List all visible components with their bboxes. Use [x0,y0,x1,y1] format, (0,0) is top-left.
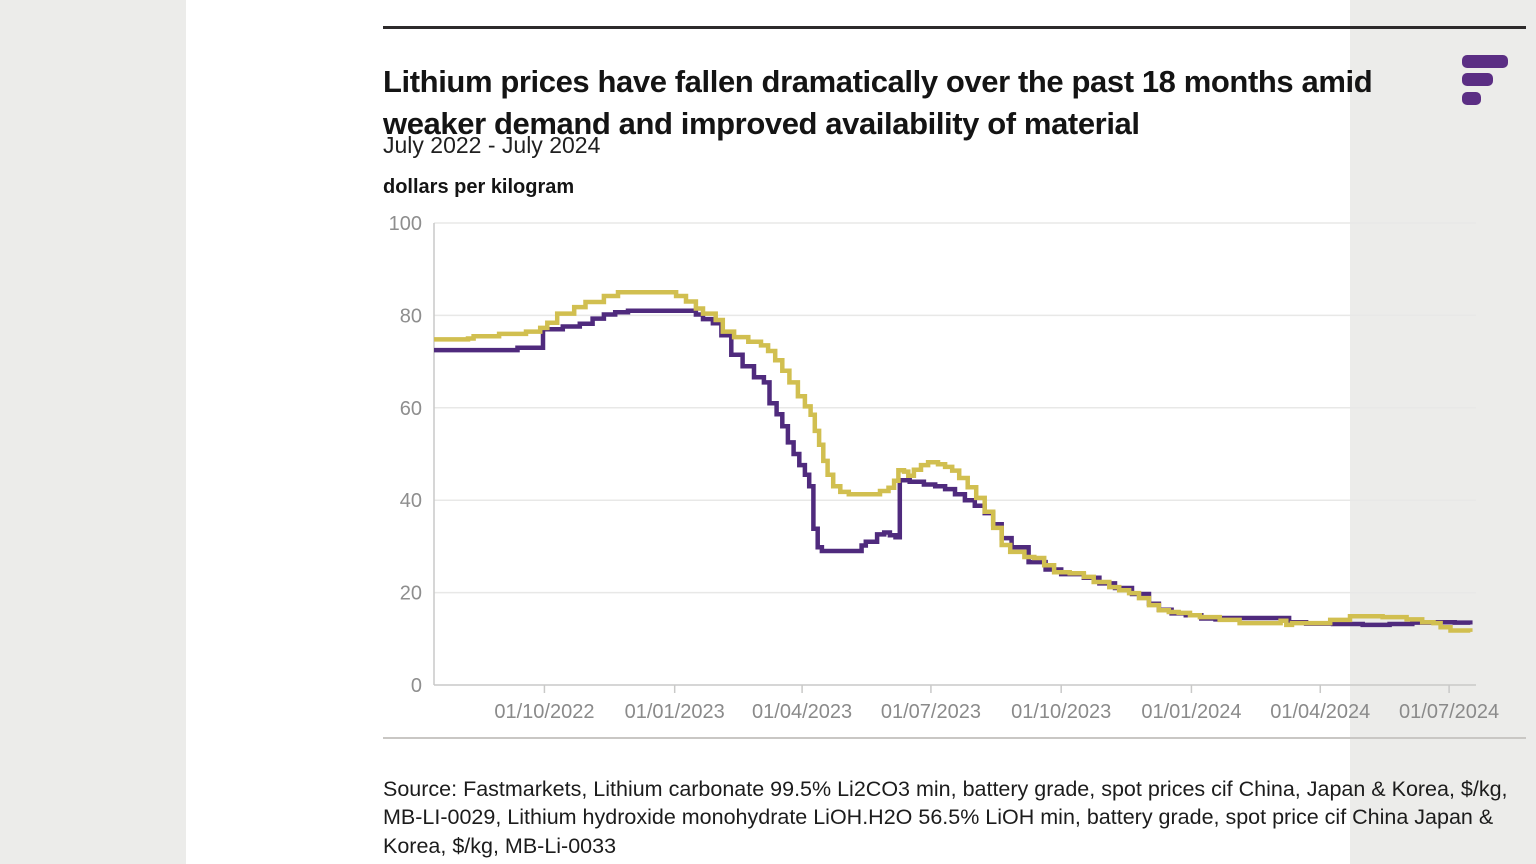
y-axis-unit-label: dollars per kilogram [383,176,575,198]
price-line-chart: 0 20 40 60 80 100 01/10/2022 01/01/2023 01/04/20… [389,213,1500,723]
series-line-lithium-hydroxide [434,290,1473,633]
x-tick-label-01/04/2024: 01/04/2024 [1270,701,1370,723]
chart-subtitle: July 2022 - July 2024 [383,132,601,158]
x-tick-label-01/07/2024: 01/07/2024 [1399,701,1499,723]
x-tick-label-01/01/2024: 01/01/2024 [1141,701,1241,723]
y-tick-label-0: 0 [411,675,422,697]
logo-bar-top [1462,55,1508,68]
logo-bar-bottom [1462,92,1481,105]
x-tick-label-01/10/2023: 01/10/2023 [1011,701,1111,723]
source-note: Source: Fastmarkets, Lithium carbonate 9… [383,776,1508,858]
fastmarkets-logo-icon [1462,55,1510,107]
x-tick-label-01/04/2023: 01/04/2023 [752,701,852,723]
top-rule-divider [383,26,1526,29]
y-tick-label-40: 40 [400,490,422,512]
y-tick-label-100: 100 [389,213,422,235]
y-tick-label-20: 20 [400,583,422,605]
source-divider [383,737,1526,739]
x-tick-label-01/07/2023: 01/07/2023 [881,701,981,723]
x-tick-label-01/10/2022: 01/10/2022 [494,701,594,723]
x-tick-label-01/01/2023: 01/01/2023 [625,701,725,723]
y-tick-label-60: 60 [400,398,422,420]
y-tick-label-80: 80 [400,305,422,327]
chart-title: Lithium prices have fallen dramatically … [383,63,1373,141]
logo-bar-middle [1462,73,1493,86]
chart-card: Lithium prices have fallen dramatically … [186,0,1526,864]
